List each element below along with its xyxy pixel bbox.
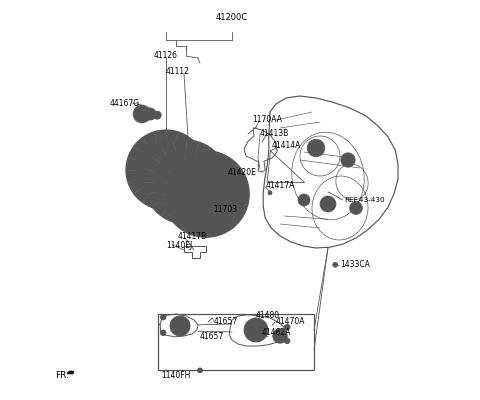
Circle shape [284, 324, 290, 330]
Text: 41657: 41657 [214, 317, 238, 326]
Text: 41417B: 41417B [178, 232, 207, 241]
Circle shape [144, 148, 188, 192]
Circle shape [157, 161, 175, 179]
Text: 1170AA: 1170AA [252, 116, 282, 124]
Circle shape [244, 318, 268, 342]
Circle shape [298, 194, 310, 206]
Circle shape [186, 174, 226, 214]
Circle shape [133, 105, 151, 123]
Text: 41413B: 41413B [259, 129, 288, 138]
Circle shape [268, 191, 272, 195]
Text: 1433CA: 1433CA [340, 260, 370, 269]
Text: 41200C: 41200C [216, 14, 248, 22]
Circle shape [163, 159, 209, 205]
Circle shape [160, 330, 166, 336]
Text: 41657: 41657 [200, 332, 224, 341]
Circle shape [341, 153, 355, 167]
Circle shape [166, 154, 246, 234]
Text: 41480: 41480 [256, 312, 280, 320]
Circle shape [217, 194, 237, 214]
Circle shape [284, 338, 290, 344]
Text: 1140EJ: 1140EJ [166, 242, 192, 250]
Circle shape [137, 109, 147, 119]
Circle shape [136, 140, 196, 200]
Circle shape [144, 140, 228, 224]
Circle shape [153, 111, 161, 119]
Circle shape [147, 111, 153, 117]
Text: 41112: 41112 [166, 68, 190, 76]
Circle shape [163, 151, 249, 237]
Circle shape [175, 321, 185, 331]
Circle shape [349, 202, 362, 214]
Circle shape [144, 108, 156, 120]
Circle shape [196, 184, 216, 204]
Text: 44167G: 44167G [110, 100, 140, 108]
Circle shape [212, 189, 242, 219]
Circle shape [223, 200, 231, 208]
Circle shape [198, 368, 203, 373]
Text: 41470A: 41470A [276, 317, 305, 326]
Text: 41126: 41126 [154, 52, 178, 60]
Circle shape [307, 139, 325, 157]
Circle shape [172, 160, 240, 228]
Circle shape [179, 167, 233, 221]
Circle shape [223, 201, 227, 205]
Circle shape [154, 150, 218, 214]
Text: REF.43-430: REF.43-430 [344, 197, 384, 203]
Circle shape [250, 324, 262, 336]
Bar [158, 314, 314, 370]
Text: 11703: 11703 [213, 205, 237, 214]
Circle shape [160, 314, 166, 320]
Polygon shape [67, 371, 74, 374]
Text: 41417A: 41417A [266, 181, 295, 190]
Text: 41462A: 41462A [262, 328, 291, 337]
Text: 1140FH: 1140FH [161, 372, 191, 380]
Text: FR.: FR. [55, 371, 69, 380]
Circle shape [333, 262, 337, 267]
Circle shape [320, 196, 336, 212]
Circle shape [126, 130, 206, 210]
Circle shape [276, 332, 284, 340]
Circle shape [170, 316, 190, 336]
Text: 41420E: 41420E [227, 168, 256, 177]
Circle shape [177, 172, 196, 192]
Circle shape [273, 329, 287, 343]
Text: 41414A: 41414A [271, 141, 300, 150]
